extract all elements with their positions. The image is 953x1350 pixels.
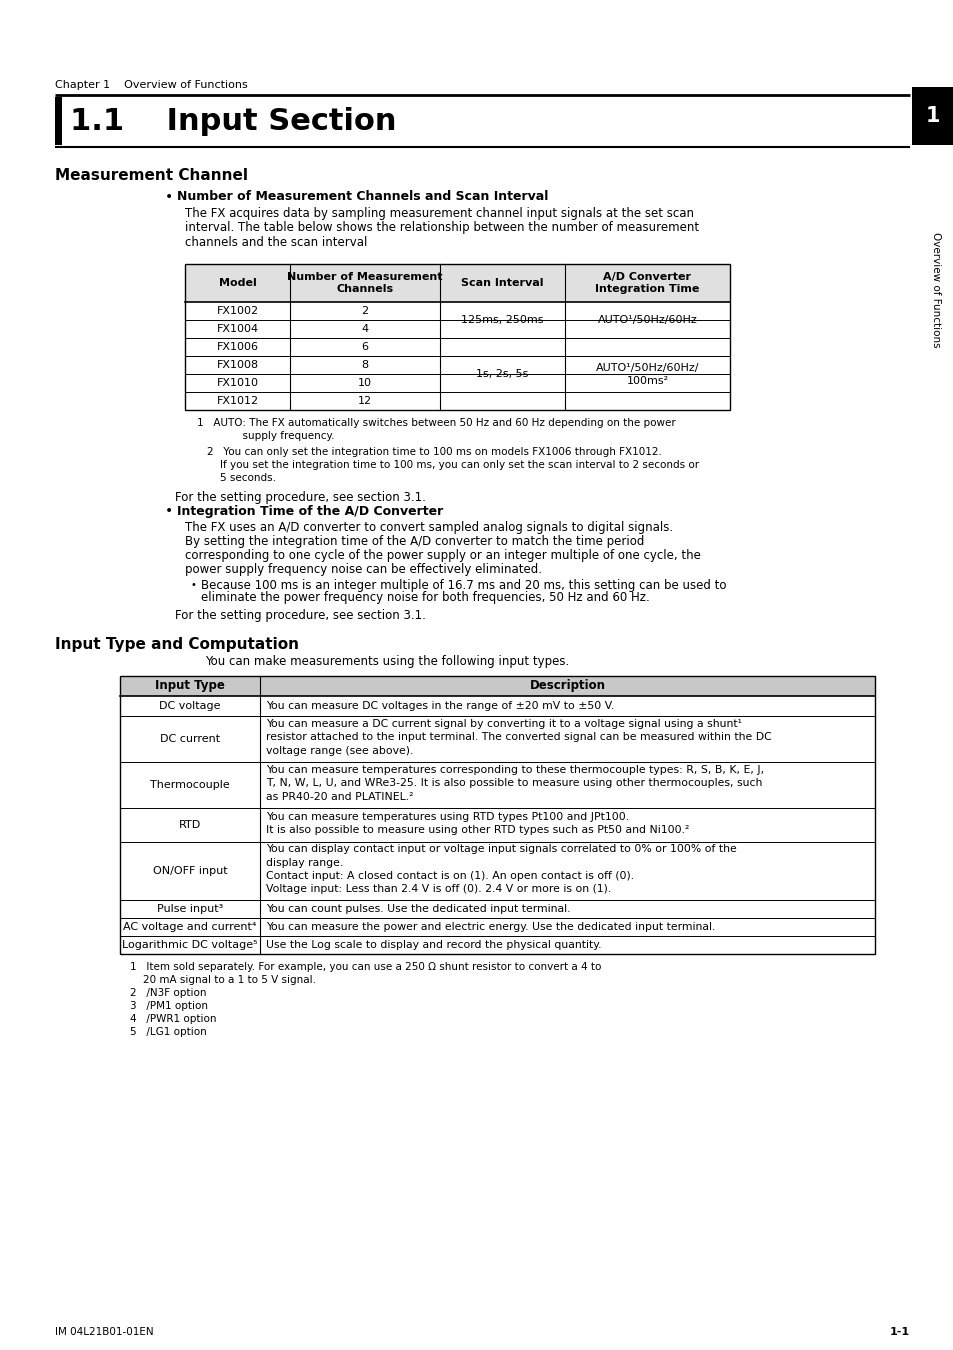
Text: 1: 1 xyxy=(924,107,940,126)
Text: Because 100 ms is an integer multiple of 16.7 ms and 20 ms, this setting can be : Because 100 ms is an integer multiple of… xyxy=(201,579,726,591)
Text: 6: 6 xyxy=(361,342,368,352)
Text: Integration Time of the A/D Converter: Integration Time of the A/D Converter xyxy=(177,505,443,517)
Bar xyxy=(120,676,874,697)
Text: Logarithmic DC voltage⁵: Logarithmic DC voltage⁵ xyxy=(122,940,257,950)
Text: Scan Interval: Scan Interval xyxy=(460,278,543,288)
Text: T, N, W, L, U, and WRe3-25. It is also possible to measure using other thermocou: T, N, W, L, U, and WRe3-25. It is also p… xyxy=(266,778,761,788)
Text: FX1012: FX1012 xyxy=(216,396,258,406)
Text: Contact input: A closed contact is on (1). An open contact is off (0).: Contact input: A closed contact is on (1… xyxy=(266,871,634,882)
Text: 20 mA signal to a 1 to 5 V signal.: 20 mA signal to a 1 to 5 V signal. xyxy=(130,975,315,985)
Bar xyxy=(120,676,874,954)
Text: ON/OFF input: ON/OFF input xyxy=(152,865,227,876)
Text: 100ms²: 100ms² xyxy=(626,377,668,386)
Text: Pulse input³: Pulse input³ xyxy=(156,904,223,914)
Text: For the setting procedure, see section 3.1.: For the setting procedure, see section 3… xyxy=(174,609,425,622)
Text: You can measure DC voltages in the range of ±20 mV to ±50 V.: You can measure DC voltages in the range… xyxy=(266,701,614,711)
Text: FX1004: FX1004 xyxy=(216,324,258,333)
Text: 5 seconds.: 5 seconds. xyxy=(207,472,275,483)
Text: 125ms, 250ms: 125ms, 250ms xyxy=(460,315,543,325)
Text: It is also possible to measure using other RTD types such as Pt50 and Ni100.²: It is also possible to measure using oth… xyxy=(266,825,689,836)
Text: The FX uses an A/D converter to convert sampled analog signals to digital signal: The FX uses an A/D converter to convert … xyxy=(185,521,673,533)
Text: DC current: DC current xyxy=(160,734,220,744)
Text: By setting the integration time of the A/D converter to match the time period: By setting the integration time of the A… xyxy=(185,535,643,548)
Text: Number of Measurement Channels and Scan Interval: Number of Measurement Channels and Scan … xyxy=(177,190,548,204)
Text: Model: Model xyxy=(218,278,256,288)
Text: Input Type and Computation: Input Type and Computation xyxy=(55,636,298,652)
Text: 1-1: 1-1 xyxy=(889,1327,909,1336)
Text: 1   AUTO: The FX automatically switches between 50 Hz and 60 Hz depending on the: 1 AUTO: The FX automatically switches be… xyxy=(196,418,675,428)
Text: You can measure temperatures corresponding to these thermocouple types: R, S, B,: You can measure temperatures correspondi… xyxy=(266,764,763,775)
Text: •: • xyxy=(165,190,172,204)
Text: You can make measurements using the following input types.: You can make measurements using the foll… xyxy=(205,656,569,668)
Text: Measurement Channel: Measurement Channel xyxy=(55,167,248,182)
Text: You can count pulses. Use the dedicated input terminal.: You can count pulses. Use the dedicated … xyxy=(266,904,570,914)
Text: The FX acquires data by sampling measurement channel input signals at the set sc: The FX acquires data by sampling measure… xyxy=(185,207,693,220)
Bar xyxy=(911,86,953,144)
Text: corresponding to one cycle of the power supply or an integer multiple of one cyc: corresponding to one cycle of the power … xyxy=(185,548,700,562)
Text: AUTO¹/50Hz/60Hz: AUTO¹/50Hz/60Hz xyxy=(597,315,697,325)
Text: 5   /LG1 option: 5 /LG1 option xyxy=(130,1027,207,1037)
Text: DC voltage: DC voltage xyxy=(159,701,220,711)
Text: eliminate the power frequency noise for both frequencies, 50 Hz and 60 Hz.: eliminate the power frequency noise for … xyxy=(201,591,649,605)
Text: 1   Item sold separately. For example, you can use a 250 Ω shunt resistor to con: 1 Item sold separately. For example, you… xyxy=(130,963,600,972)
Text: You can measure a DC current signal by converting it to a voltage signal using a: You can measure a DC current signal by c… xyxy=(266,718,741,729)
Text: 2: 2 xyxy=(361,306,368,316)
Text: 2   You can only set the integration time to 100 ms on models FX1006 through FX1: 2 You can only set the integration time … xyxy=(207,447,661,458)
Text: voltage range (see above).: voltage range (see above). xyxy=(266,745,413,756)
Text: 1.1    Input Section: 1.1 Input Section xyxy=(70,107,396,135)
Text: 1s, 2s, 5s: 1s, 2s, 5s xyxy=(476,369,528,379)
Text: FX1006: FX1006 xyxy=(216,342,258,352)
Text: as PR40-20 and PLATINEL.²: as PR40-20 and PLATINEL.² xyxy=(266,791,413,802)
Text: FX1008: FX1008 xyxy=(216,360,258,370)
Text: 2   /N3F option: 2 /N3F option xyxy=(130,988,206,998)
Text: Chapter 1    Overview of Functions: Chapter 1 Overview of Functions xyxy=(55,80,248,90)
Text: 12: 12 xyxy=(357,396,372,406)
Text: Overview of Functions: Overview of Functions xyxy=(930,232,940,348)
Text: 4   /PWR1 option: 4 /PWR1 option xyxy=(130,1014,216,1025)
Text: channels and the scan interval: channels and the scan interval xyxy=(185,236,367,250)
Text: 10: 10 xyxy=(357,378,372,387)
Text: Thermocouple: Thermocouple xyxy=(150,780,230,790)
Text: You can display contact input or voltage input signals correlated to 0% or 100% : You can display contact input or voltage… xyxy=(266,844,736,855)
Text: display range.: display range. xyxy=(266,857,343,868)
Text: You can measure temperatures using RTD types Pt100 and JPt100.: You can measure temperatures using RTD t… xyxy=(266,811,628,822)
Text: •: • xyxy=(165,504,172,518)
Text: You can measure the power and electric energy. Use the dedicated input terminal.: You can measure the power and electric e… xyxy=(266,922,715,931)
Text: FX1002: FX1002 xyxy=(216,306,258,316)
Text: IM 04L21B01-01EN: IM 04L21B01-01EN xyxy=(55,1327,153,1336)
Text: supply frequency.: supply frequency. xyxy=(196,431,335,441)
Text: RTD: RTD xyxy=(178,819,201,830)
Bar xyxy=(185,265,729,410)
Text: 4: 4 xyxy=(361,324,368,333)
Bar xyxy=(55,97,62,144)
Text: FX1010: FX1010 xyxy=(216,378,258,387)
Text: Number of Measurement
Channels: Number of Measurement Channels xyxy=(287,273,442,294)
Text: power supply frequency noise can be effectively eliminated.: power supply frequency noise can be effe… xyxy=(185,563,541,575)
Text: AC voltage and current⁴: AC voltage and current⁴ xyxy=(123,922,256,931)
Text: Use the Log scale to display and record the physical quantity.: Use the Log scale to display and record … xyxy=(266,940,601,950)
Text: •: • xyxy=(190,580,195,590)
Text: AUTO¹/50Hz/60Hz/: AUTO¹/50Hz/60Hz/ xyxy=(595,363,699,373)
Text: resistor attached to the input terminal. The converted signal can be measured wi: resistor attached to the input terminal.… xyxy=(266,732,771,742)
Text: If you set the integration time to 100 ms, you can only set the scan interval to: If you set the integration time to 100 m… xyxy=(207,460,699,470)
Bar xyxy=(185,265,729,302)
Text: 8: 8 xyxy=(361,360,368,370)
Text: 3   /PM1 option: 3 /PM1 option xyxy=(130,1000,208,1011)
Text: interval. The table below shows the relationship between the number of measureme: interval. The table below shows the rela… xyxy=(185,221,699,235)
Text: A/D Converter
Integration Time: A/D Converter Integration Time xyxy=(595,273,699,294)
Text: Voltage input: Less than 2.4 V is off (0). 2.4 V or more is on (1).: Voltage input: Less than 2.4 V is off (0… xyxy=(266,884,611,895)
Text: Description: Description xyxy=(529,679,605,693)
Text: For the setting procedure, see section 3.1.: For the setting procedure, see section 3… xyxy=(174,491,425,504)
Text: Input Type: Input Type xyxy=(155,679,225,693)
